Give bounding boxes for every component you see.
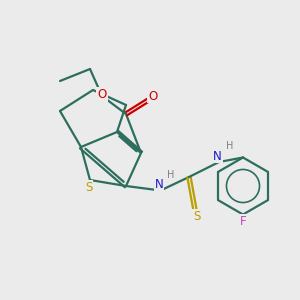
- Text: H: H: [226, 140, 233, 151]
- Text: N: N: [213, 149, 222, 163]
- Text: N: N: [154, 178, 164, 191]
- Text: S: S: [85, 181, 92, 194]
- Text: O: O: [98, 88, 106, 101]
- Text: O: O: [148, 89, 158, 103]
- Text: S: S: [193, 209, 200, 223]
- Text: F: F: [240, 214, 246, 228]
- Text: H: H: [167, 170, 175, 181]
